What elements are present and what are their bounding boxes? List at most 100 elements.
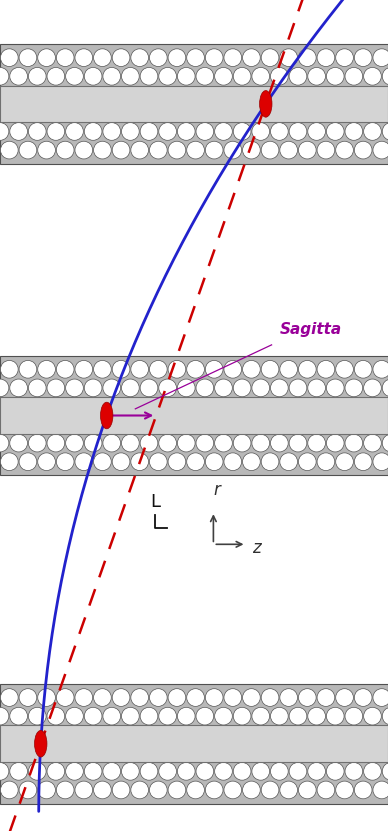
Ellipse shape	[140, 763, 158, 780]
Ellipse shape	[149, 49, 167, 66]
Ellipse shape	[270, 123, 288, 140]
Ellipse shape	[75, 781, 93, 799]
Ellipse shape	[261, 49, 279, 66]
Ellipse shape	[242, 453, 260, 470]
Circle shape	[100, 402, 113, 429]
Ellipse shape	[75, 689, 93, 706]
Ellipse shape	[298, 141, 316, 159]
Ellipse shape	[336, 49, 353, 66]
Ellipse shape	[336, 361, 353, 378]
Ellipse shape	[308, 763, 326, 780]
Ellipse shape	[0, 453, 18, 470]
Ellipse shape	[112, 781, 130, 799]
Ellipse shape	[28, 379, 46, 396]
Ellipse shape	[187, 781, 204, 799]
Ellipse shape	[0, 689, 18, 706]
Ellipse shape	[233, 707, 251, 725]
Ellipse shape	[373, 141, 388, 159]
Ellipse shape	[66, 763, 83, 780]
Ellipse shape	[10, 123, 28, 140]
Ellipse shape	[242, 689, 260, 706]
Ellipse shape	[196, 379, 214, 396]
Ellipse shape	[233, 435, 251, 452]
Ellipse shape	[177, 67, 195, 85]
Ellipse shape	[317, 49, 335, 66]
Ellipse shape	[326, 123, 344, 140]
Ellipse shape	[94, 689, 111, 706]
Ellipse shape	[103, 67, 121, 85]
Ellipse shape	[280, 453, 298, 470]
Ellipse shape	[364, 379, 381, 396]
Ellipse shape	[345, 123, 363, 140]
Ellipse shape	[373, 453, 388, 470]
Ellipse shape	[336, 689, 353, 706]
Ellipse shape	[336, 141, 353, 159]
Ellipse shape	[56, 781, 74, 799]
Ellipse shape	[19, 141, 37, 159]
Ellipse shape	[242, 361, 260, 378]
Ellipse shape	[0, 707, 9, 725]
Ellipse shape	[0, 763, 9, 780]
Ellipse shape	[131, 361, 149, 378]
Ellipse shape	[317, 689, 335, 706]
Ellipse shape	[205, 689, 223, 706]
Ellipse shape	[75, 361, 93, 378]
Ellipse shape	[10, 67, 28, 85]
Ellipse shape	[196, 707, 214, 725]
Ellipse shape	[345, 435, 363, 452]
Ellipse shape	[298, 453, 316, 470]
Ellipse shape	[121, 379, 139, 396]
Ellipse shape	[75, 141, 93, 159]
Ellipse shape	[196, 763, 214, 780]
Ellipse shape	[75, 49, 93, 66]
Ellipse shape	[0, 379, 9, 396]
Ellipse shape	[159, 707, 177, 725]
Ellipse shape	[224, 689, 242, 706]
Ellipse shape	[94, 453, 111, 470]
Ellipse shape	[252, 379, 270, 396]
Ellipse shape	[364, 763, 381, 780]
Bar	[0, 86, 388, 122]
Ellipse shape	[177, 435, 195, 452]
Ellipse shape	[261, 689, 279, 706]
Ellipse shape	[28, 707, 46, 725]
Ellipse shape	[103, 435, 121, 452]
Ellipse shape	[224, 361, 242, 378]
Ellipse shape	[131, 781, 149, 799]
Ellipse shape	[345, 707, 363, 725]
Ellipse shape	[215, 763, 232, 780]
Ellipse shape	[177, 379, 195, 396]
Bar	[0, 684, 388, 804]
Ellipse shape	[242, 49, 260, 66]
Ellipse shape	[270, 763, 288, 780]
Ellipse shape	[326, 707, 344, 725]
Ellipse shape	[19, 361, 37, 378]
Ellipse shape	[38, 361, 55, 378]
Ellipse shape	[140, 379, 158, 396]
Ellipse shape	[354, 141, 372, 159]
Ellipse shape	[159, 123, 177, 140]
Ellipse shape	[205, 453, 223, 470]
Ellipse shape	[28, 67, 46, 85]
Ellipse shape	[298, 781, 316, 799]
Ellipse shape	[308, 123, 326, 140]
Ellipse shape	[94, 361, 111, 378]
Ellipse shape	[373, 781, 388, 799]
Ellipse shape	[159, 379, 177, 396]
Ellipse shape	[187, 361, 204, 378]
Ellipse shape	[298, 49, 316, 66]
Ellipse shape	[112, 49, 130, 66]
Ellipse shape	[0, 435, 9, 452]
Ellipse shape	[317, 141, 335, 159]
Ellipse shape	[103, 763, 121, 780]
Ellipse shape	[103, 707, 121, 725]
Ellipse shape	[289, 763, 307, 780]
Ellipse shape	[47, 67, 65, 85]
Ellipse shape	[112, 689, 130, 706]
Ellipse shape	[354, 453, 372, 470]
Ellipse shape	[0, 67, 9, 85]
Ellipse shape	[224, 453, 242, 470]
Ellipse shape	[261, 453, 279, 470]
Ellipse shape	[47, 123, 65, 140]
Ellipse shape	[19, 781, 37, 799]
